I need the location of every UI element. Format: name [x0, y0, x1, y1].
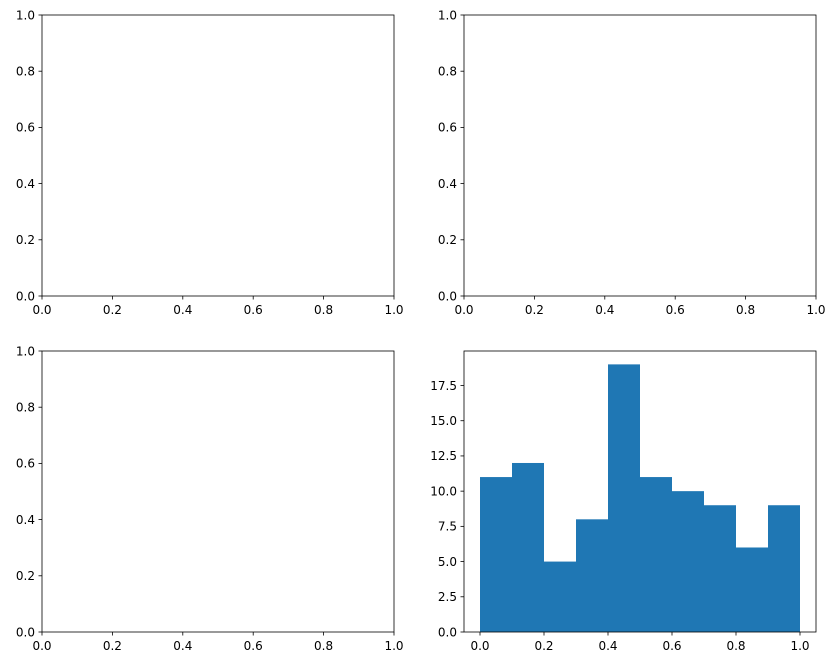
y-tick-label: 0.2: [438, 233, 457, 247]
x-tick-label: 0.6: [666, 303, 685, 317]
y-tick-label: 1.0: [438, 8, 457, 22]
y-tick-label: 0.6: [438, 121, 457, 135]
histogram-bar-3: [576, 519, 608, 632]
x-tick-label: 0.2: [534, 639, 553, 653]
y-tick-label: 10.0: [430, 484, 457, 498]
x-tick-label: 1.0: [806, 303, 825, 317]
x-tick-label: 0.6: [244, 303, 263, 317]
histogram-bar-2: [544, 561, 576, 632]
x-tick-label: 0.2: [103, 303, 122, 317]
x-tick-label: 0.4: [173, 303, 192, 317]
y-tick-label: 0.2: [16, 233, 35, 247]
y-tick-label: 1.0: [16, 344, 35, 358]
histogram-bar-0: [480, 477, 512, 632]
histogram-bar-1: [512, 462, 544, 632]
histogram-bar-4: [608, 364, 640, 632]
x-tick-label: 0.0: [454, 303, 473, 317]
axes-frame-top-right: [463, 14, 817, 297]
y-tick-label: 0.8: [16, 65, 35, 79]
y-tick-label: 0.8: [438, 65, 457, 79]
histogram-bar-9: [768, 505, 800, 632]
y-tick-label: 0.0: [438, 625, 457, 639]
subplot-top-left: 0.0 0.2 0.4 0.6 0.8 1.0 0.0 0.2 0.4 0.6 0.8 1.0: [16, 8, 404, 317]
x-tick-label: 0.4: [173, 639, 192, 653]
subplot-bottom-left: 0.0 0.2 0.4 0.6 0.8 1.0 0.0 0.2 0.4 0.6 0.8 1.0: [16, 344, 404, 653]
x-tick-label: 0.0: [32, 639, 51, 653]
subplot-bottom-right-histogram: 0.0 0.2 0.4 0.6 0.8 1.0 0.0 2.5 5.0 7.5 10.0 12.5 15…: [430, 350, 817, 653]
y-tick-label: 0.6: [16, 121, 35, 135]
histogram-bar-7: [704, 505, 736, 632]
y-tick-label: 12.5: [430, 449, 457, 463]
y-tick-label: 2.5: [438, 590, 457, 604]
x-tick-label: 0.2: [525, 303, 544, 317]
y-tick-label: 1.0: [16, 8, 35, 22]
x-tick-label: 0.6: [662, 639, 681, 653]
x-tick-label: 0.8: [736, 303, 755, 317]
y-tick-label: 0.8: [16, 401, 35, 415]
y-tick-label: 17.5: [430, 379, 457, 393]
y-tick-label: 0.6: [16, 457, 35, 471]
histogram-bar-5: [640, 477, 672, 632]
y-tick-label: 0.0: [16, 625, 35, 639]
x-tick-label: 0.4: [598, 639, 617, 653]
axes-frame-bottom-left: [41, 350, 395, 633]
x-tick-label: 0.2: [103, 639, 122, 653]
y-tick-label: 0.4: [16, 513, 35, 527]
y-tick-label: 0.0: [438, 289, 457, 303]
x-tick-label: 1.0: [384, 639, 403, 653]
subplot-top-right: 0.0 0.2 0.4 0.6 0.8 1.0 0.0 0.2 0.4 0.6 0.8 1.0: [438, 8, 826, 317]
histogram-bar-8: [736, 547, 768, 632]
axes-frame-top-left: [41, 14, 395, 297]
x-tick-label: 1.0: [790, 639, 809, 653]
x-tick-label: 0.0: [470, 639, 489, 653]
y-tick-label: 15.0: [430, 414, 457, 428]
y-tick-label: 7.5: [438, 520, 457, 534]
y-tick-label: 0.4: [438, 177, 457, 191]
y-tick-label: 5.0: [438, 555, 457, 569]
y-tick-label: 0.0: [16, 289, 35, 303]
y-tick-label: 0.2: [16, 569, 35, 583]
x-tick-label: 1.0: [384, 303, 403, 317]
x-tick-label: 0.4: [595, 303, 614, 317]
x-tick-label: 0.0: [32, 303, 51, 317]
axes-frame-bottom-right: [463, 350, 817, 633]
x-tick-label: 0.8: [726, 639, 745, 653]
histogram-bar-6: [672, 491, 704, 632]
y-tick-label: 0.4: [16, 177, 35, 191]
x-tick-label: 0.6: [244, 639, 263, 653]
x-tick-label: 0.8: [314, 303, 333, 317]
x-tick-label: 0.8: [314, 639, 333, 653]
